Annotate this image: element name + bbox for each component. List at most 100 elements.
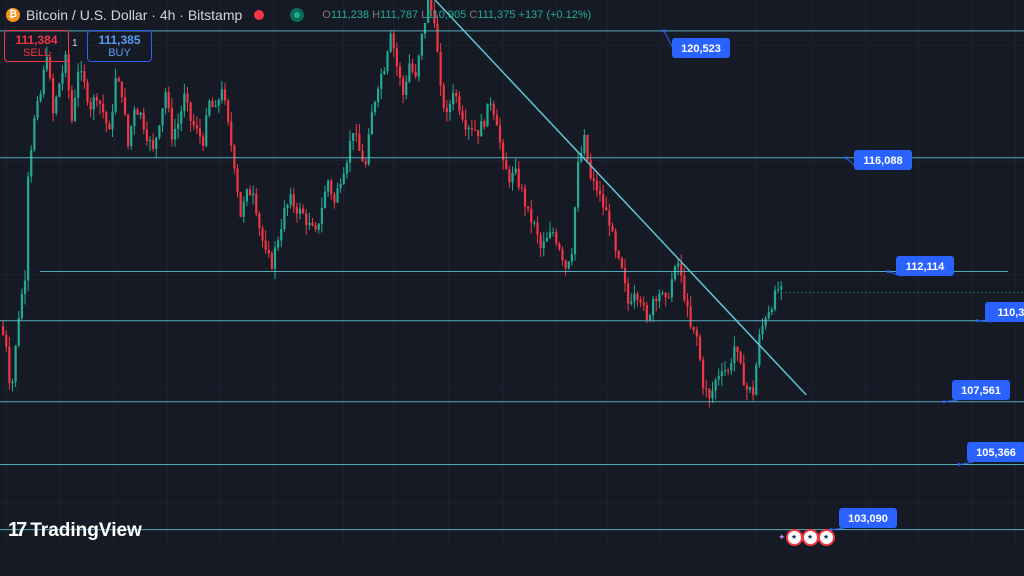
candle-body [102, 103, 105, 113]
candle-body [80, 71, 83, 73]
sell-button[interactable]: 111,384 SELL [4, 30, 69, 62]
candle-body [83, 71, 86, 83]
candle-body [589, 160, 592, 179]
candle-body [542, 241, 545, 249]
x-axis-bg [0, 548, 1024, 576]
level-label-text: 103,090 [848, 513, 888, 525]
candle-body [108, 123, 111, 130]
ohlc-low: 110,905 [427, 9, 467, 21]
candle-body [289, 194, 292, 205]
candle-body [23, 280, 27, 294]
candle-body [58, 83, 61, 97]
candle-body [380, 73, 383, 89]
candle-body [420, 33, 423, 56]
candle-body [205, 115, 208, 146]
candle-body [198, 128, 202, 137]
tradingview-logo[interactable]: 17 TradingView [8, 519, 142, 542]
level-anchor-dot [975, 319, 979, 323]
candle-body [261, 228, 264, 241]
candle-body [352, 133, 355, 141]
candle-body [20, 293, 23, 319]
level-layer [0, 30, 1024, 531]
candle-body [298, 208, 302, 214]
candle-body [692, 326, 695, 331]
candle-body [386, 51, 389, 72]
level-label-box [985, 302, 1024, 322]
candle-body [642, 302, 645, 306]
candle-body [236, 168, 239, 193]
candle-body [598, 190, 602, 195]
ohlc-high: 111,787 [380, 9, 419, 21]
candle-body [492, 103, 495, 116]
level-label-text: 107,561 [961, 385, 1001, 397]
candle-body [761, 325, 764, 335]
candle-body [98, 100, 102, 104]
candle-body [142, 112, 145, 130]
candle-body [130, 126, 133, 147]
economic-events[interactable]: ✦ ★ ★ ★ [778, 529, 835, 546]
candle-body [158, 125, 161, 138]
candle-body [95, 97, 98, 101]
candle-body [520, 187, 523, 189]
candle-body [327, 180, 330, 192]
chart-header: ₿ Bitcoin / U.S. Dollar · 4h · Bitstamp … [0, 0, 1024, 30]
candle-body [311, 222, 314, 226]
order-quantity: 1 [72, 38, 78, 49]
candle-body [411, 63, 414, 72]
candle-body [114, 78, 117, 112]
candle-body [695, 330, 698, 337]
candle-body [145, 129, 148, 141]
candle-body [258, 213, 261, 229]
ohlc-close: 111,375 [477, 9, 516, 21]
candle-body [739, 352, 742, 364]
candle-body [308, 222, 311, 225]
candle-body [667, 297, 670, 299]
label-layer: 120,523 116,088 112,114 110,39 107,561 105,36… [662, 29, 1024, 532]
candle-body [217, 100, 220, 106]
candle-body [452, 92, 455, 105]
candle-body [317, 223, 320, 230]
candle-body [498, 125, 502, 143]
data-status-icon [290, 8, 305, 22]
candle-body [558, 243, 561, 250]
symbol-title[interactable]: Bitcoin / U.S. Dollar · 4h · Bitstamp [26, 7, 243, 23]
candle-body [395, 48, 398, 67]
candle-body [698, 336, 702, 360]
us-flag-event-icon[interactable]: ★ [817, 529, 835, 546]
candle-body [620, 257, 623, 268]
candle-body [595, 180, 598, 191]
candle-body [120, 81, 123, 97]
buy-button[interactable]: 111,385 BUY [87, 30, 152, 62]
trend-layer [434, 0, 1024, 396]
level-label-box [896, 256, 954, 276]
us-flag-event-icon[interactable]: ★ [801, 529, 819, 546]
candle-body [514, 168, 517, 173]
candle-body [745, 385, 748, 390]
trendline [434, 0, 807, 396]
candle-body [727, 370, 730, 372]
candle-body [611, 225, 614, 232]
level-anchor-dot [886, 269, 890, 273]
candle-body [633, 293, 636, 302]
candle-body [11, 381, 14, 384]
candle-body [73, 97, 77, 121]
candle-body [402, 77, 405, 95]
candle-body [242, 201, 245, 217]
candle-body [614, 231, 617, 252]
sparkle-icon: ✦ [778, 532, 786, 542]
candle-body [617, 251, 620, 258]
candle-body [673, 266, 677, 280]
candle-body [461, 111, 464, 120]
candle-body [686, 299, 689, 307]
candle-body [777, 289, 780, 291]
candle-body [511, 172, 514, 183]
candle-body [283, 208, 286, 230]
candle-body [486, 103, 489, 127]
candle-body [155, 137, 158, 149]
us-flag-event-icon[interactable]: ★ [785, 529, 803, 546]
candle-body [545, 237, 548, 242]
candle-body [536, 222, 539, 235]
candle-body [530, 208, 533, 223]
